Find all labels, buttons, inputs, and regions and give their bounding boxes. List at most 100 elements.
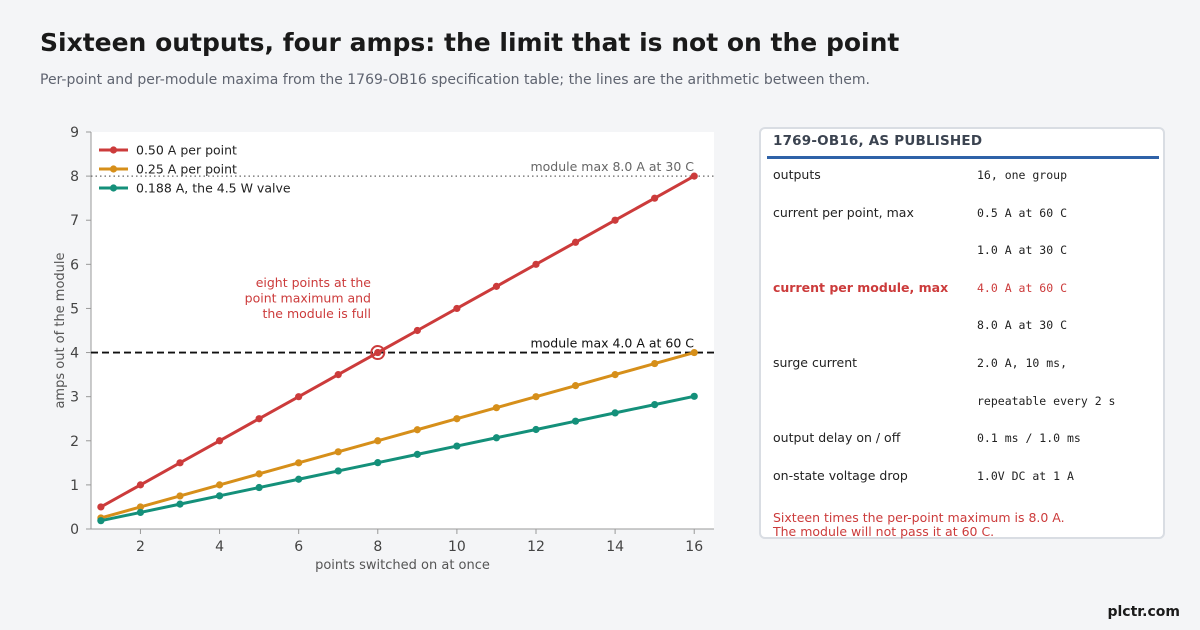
data-point xyxy=(453,442,461,450)
spec-value: 1.0 A at 30 C xyxy=(977,243,1068,258)
data-point xyxy=(255,470,263,478)
data-point xyxy=(176,500,184,508)
y-tick-label: 8 xyxy=(70,169,79,185)
x-tick-label: 14 xyxy=(606,539,624,555)
spec-row: current per point, max 0.5 A at 60 C xyxy=(761,205,1163,225)
spec-row: repeatable every 2 s xyxy=(761,393,1163,413)
spec-label: current per module, max xyxy=(773,279,949,295)
legend-label: 0.188 A, the 4.5 W valve xyxy=(136,181,291,196)
y-axis-title: amps out of the module xyxy=(53,252,68,408)
x-tick-label: 4 xyxy=(215,539,224,555)
series-line xyxy=(100,351,695,520)
x-tick-label: 10 xyxy=(448,539,466,555)
y-tick-label: 6 xyxy=(70,257,79,273)
data-point xyxy=(651,359,659,368)
y-tick-label: 7 xyxy=(70,213,79,229)
spec-panel-title: 1769-OB16, AS PUBLISHED xyxy=(773,133,983,149)
data-point xyxy=(492,404,501,412)
spec-label: outputs xyxy=(773,167,821,182)
data-point xyxy=(295,459,303,467)
spec-label: output delay on / off xyxy=(773,430,901,446)
spec-value: repeatable every 2 s xyxy=(977,393,1116,408)
spec-note-line: The module will not pass it at 60 C. xyxy=(773,524,995,539)
data-point xyxy=(215,481,224,489)
data-point xyxy=(176,492,184,500)
series-line xyxy=(100,174,695,509)
data-point xyxy=(255,483,263,492)
spec-value: 8.0 A at 30 C xyxy=(977,318,1068,333)
y-tick-label: 0 xyxy=(70,522,79,538)
y-tick-label: 1 xyxy=(70,478,79,494)
spec-value: 0.1 ms / 1.0 ms xyxy=(977,431,1081,446)
data-point xyxy=(136,481,145,489)
series-line xyxy=(100,394,695,523)
data-point xyxy=(571,382,580,390)
y-tick-label: 3 xyxy=(70,390,79,406)
highlight-dot xyxy=(374,349,382,357)
spec-label: on-state voltage drop xyxy=(773,467,908,483)
brand-logo-text: plctr.com xyxy=(1107,604,1180,620)
data-point xyxy=(611,409,619,417)
data-point xyxy=(413,450,421,458)
data-point xyxy=(571,238,580,246)
page-subtitle: Per-point and per-module maxima from the… xyxy=(40,72,870,88)
highlight-annotation: eight points at the xyxy=(256,275,372,290)
data-point xyxy=(295,475,303,483)
data-point xyxy=(651,194,659,202)
x-tick-label: 12 xyxy=(527,539,545,555)
data-point xyxy=(334,467,342,475)
data-point xyxy=(611,371,619,379)
highlight-annotation: point maximum and xyxy=(245,291,371,306)
legend-label: 0.50 A per point xyxy=(136,143,237,158)
data-point xyxy=(532,260,540,268)
spec-label: current per point, max xyxy=(773,204,914,220)
data-point xyxy=(413,426,421,434)
x-tick-label: 6 xyxy=(294,539,303,555)
data-point xyxy=(295,393,303,401)
y-tick-label: 2 xyxy=(70,434,79,450)
y-tick-label: 9 xyxy=(70,125,79,141)
spec-note-line: Sixteen times the per-point maximum is 8… xyxy=(773,510,1065,525)
data-point xyxy=(532,425,540,434)
data-point xyxy=(453,304,461,313)
data-point xyxy=(651,401,659,409)
data-point xyxy=(532,393,540,401)
data-point xyxy=(453,415,461,423)
legend-marker xyxy=(109,165,118,173)
legend-marker xyxy=(109,184,118,192)
data-point xyxy=(334,371,342,379)
data-point xyxy=(255,415,263,423)
data-point xyxy=(97,517,105,525)
spec-panel-note: Sixteen times the per-point maximum is 8… xyxy=(773,511,1065,539)
spec-row: surge current 2.0 A, 10 ms, xyxy=(761,355,1163,375)
x-tick-label: 2 xyxy=(136,539,145,555)
spec-value: 0.5 A at 60 C xyxy=(977,205,1068,220)
spec-row: on-state voltage drop 1.0V DC at 1 A xyxy=(761,468,1163,488)
spec-value: 16, one group xyxy=(977,168,1068,182)
data-point xyxy=(136,508,145,517)
spec-value: 2.0 A, 10 ms, xyxy=(977,356,1068,370)
spec-value: 1.0V DC at 1 A xyxy=(977,468,1074,483)
x-axis-title: points switched on at once xyxy=(315,558,490,573)
data-point xyxy=(492,434,501,442)
highlight-annotation: the module is full xyxy=(262,306,371,321)
spec-row: 1.0 A at 30 C xyxy=(761,242,1163,262)
data-point xyxy=(334,448,342,456)
reference-line-label: module max 4.0 A at 60 C xyxy=(530,336,694,351)
data-point xyxy=(215,437,224,445)
data-point xyxy=(374,437,382,445)
spec-panel: 1769-OB16, AS PUBLISHED outputs 16, one g… xyxy=(759,127,1165,539)
reference-line-label: module max 8.0 A at 30 C xyxy=(530,159,694,174)
data-point xyxy=(97,503,105,511)
data-point xyxy=(690,392,698,400)
spec-panel-rule xyxy=(767,156,1159,159)
legend-label: 0.25 A per point xyxy=(136,162,237,177)
plot-area xyxy=(91,132,714,529)
spec-value: 4.0 A at 60 C xyxy=(977,280,1068,295)
spec-row: outputs 16, one group xyxy=(761,167,1163,187)
data-point xyxy=(690,348,698,357)
data-point xyxy=(374,459,382,467)
x-tick-label: 16 xyxy=(685,539,703,555)
data-point xyxy=(611,216,619,224)
